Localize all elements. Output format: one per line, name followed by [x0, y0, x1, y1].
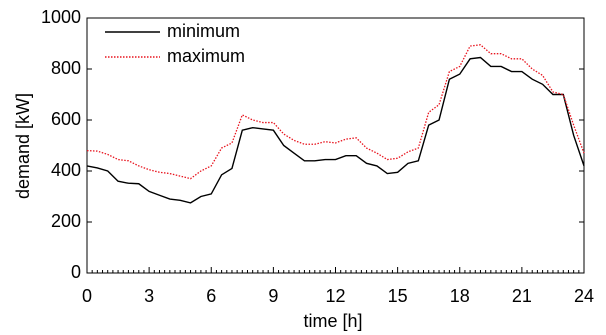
y-tick-label: 200	[51, 211, 81, 231]
y-tick-label: 600	[51, 109, 81, 129]
y-tick-label: 0	[71, 262, 81, 282]
x-axis-label: time [h]	[303, 311, 362, 331]
plot-frame	[86, 17, 585, 274]
x-tick-label: 6	[206, 286, 216, 306]
x-tick-label: 9	[268, 286, 278, 306]
x-tick-label: 12	[325, 286, 345, 306]
legend-label: maximum	[167, 46, 245, 66]
x-tick-label: 15	[388, 286, 408, 306]
legend-label: minimum	[167, 21, 240, 41]
y-tick-label: 1000	[41, 7, 81, 27]
series-line	[86, 56, 585, 204]
y-tick-label: 800	[51, 58, 81, 78]
x-tick-label: 21	[512, 286, 532, 306]
x-tick-label: 18	[450, 286, 470, 306]
y-axis-label: demand [kW]	[13, 93, 33, 199]
series-line	[86, 44, 585, 180]
x-tick-label: 3	[144, 286, 154, 306]
x-tick-label: 24	[574, 286, 594, 306]
y-tick-label: 400	[51, 160, 81, 180]
x-tick-label: 0	[82, 286, 92, 306]
